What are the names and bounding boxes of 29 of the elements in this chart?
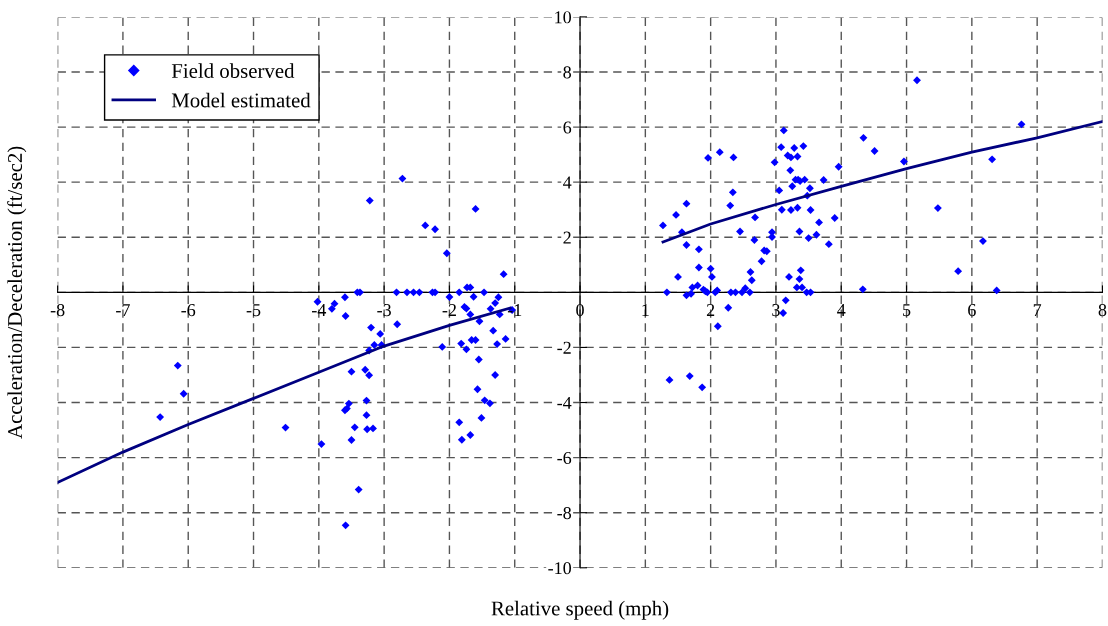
x-axis-title: Relative speed (mph) [491,600,669,620]
x-tick-label: 8 [1098,303,1107,317]
y-tick-label: 2 [563,231,571,244]
x-tick-label: -8 [50,303,65,317]
x-tick-label: 7 [1033,304,1042,316]
x-tick-label: 2 [706,304,715,316]
x-tick-label: 5 [903,304,911,317]
y-tick-label: -8 [557,506,572,520]
x-tick-label: -7 [116,304,130,316]
x-tick-label: -4 [311,304,327,316]
legend-label: Field observed [171,63,295,78]
x-tick-label: 1 [642,304,649,316]
y-tick-label: -10 [548,562,572,575]
x-tick-label: 4 [837,304,846,316]
y-tick-label: -6 [557,451,572,465]
x-tick-label: -5 [246,304,261,317]
y-tick-label: 4 [563,176,572,189]
y-tick-label: -2 [557,341,571,354]
y-tick-label: 10 [555,11,572,24]
x-tick-label: 3 [772,304,780,317]
x-tick-label: 6 [968,304,976,317]
y-tick-label: 6 [563,121,572,134]
legend-label: Model estimated [171,92,311,108]
y-tick-label: -4 [557,396,572,409]
x-tick-label: -6 [181,304,196,317]
x-tick-label: -3 [377,304,391,317]
x-tick-label: -2 [442,304,456,316]
y-axis-title: Acceleration/Deceleration (ft/sec2) [7,146,27,439]
y-tick-label: 8 [563,66,572,79]
